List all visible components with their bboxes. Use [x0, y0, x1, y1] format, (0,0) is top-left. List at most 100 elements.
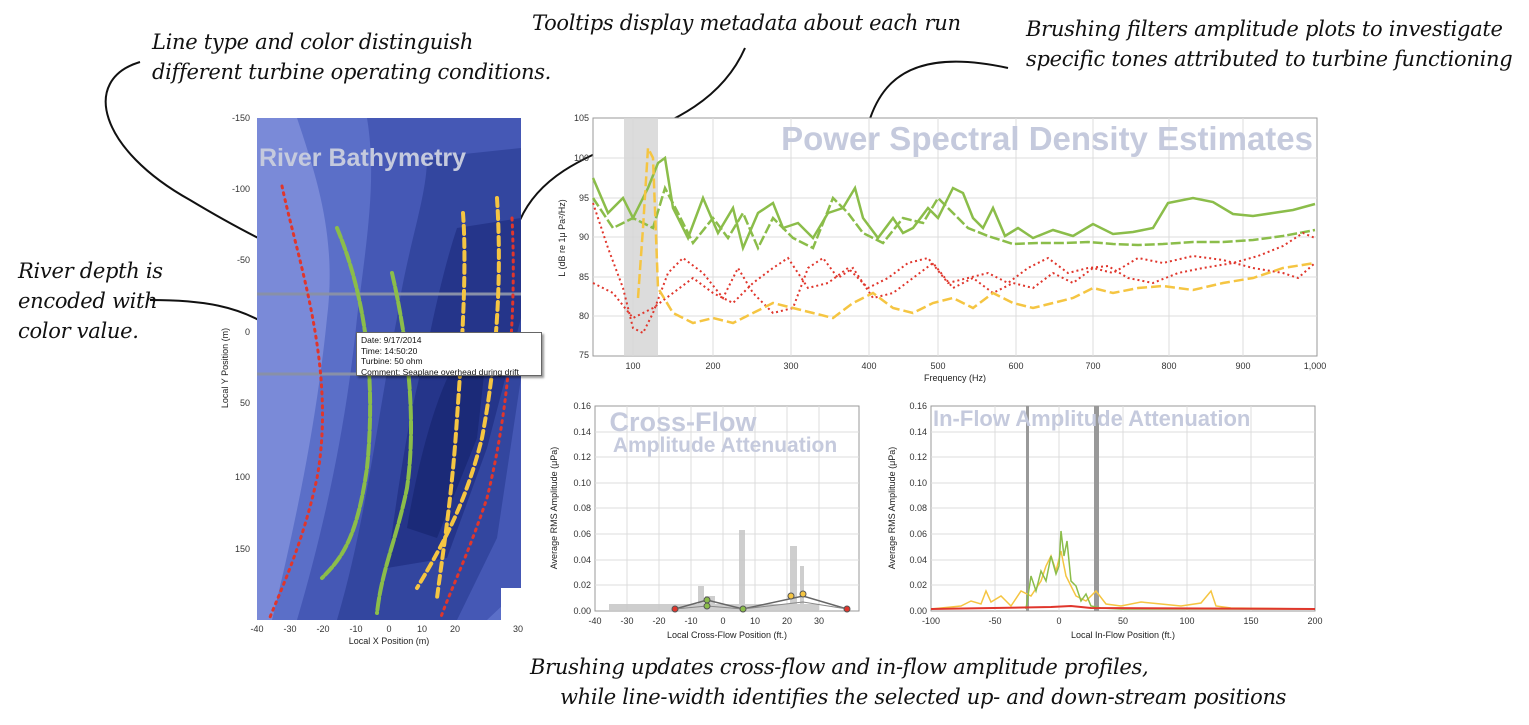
y-tick: 80 — [579, 311, 589, 321]
y-tick: 0.16 — [573, 401, 591, 411]
x-tick: -30 — [283, 624, 296, 634]
inflow-position-upstream[interactable] — [1026, 406, 1029, 611]
psd-series-green-1[interactable] — [591, 155, 1316, 252]
x-tick: 0 — [386, 624, 391, 634]
y-tick: 50 — [240, 398, 250, 408]
inflow-series-red[interactable] — [930, 604, 1316, 610]
psd-y-ticks: 105 100 95 90 85 80 75 — [574, 113, 589, 360]
bathymetry-y-ticks: -150 -100 -50 0 50 100 150 — [232, 113, 250, 554]
tooltip-date: Date: 9/17/2014 — [361, 335, 422, 345]
bathymetry-title: River Bathymetry — [259, 144, 466, 172]
track-red-2[interactable] — [438, 216, 515, 622]
x-tick: 10 — [750, 616, 760, 626]
psd-series-yellow[interactable] — [636, 143, 1316, 325]
run-tooltip: Date: 9/17/2014 Time: 14:50:20 Turbine: … — [356, 332, 542, 377]
annotation-line-type: Line type and color distinguish differen… — [152, 27, 551, 87]
x-tick: 900 — [1235, 361, 1250, 371]
map-gap — [501, 588, 521, 620]
x-tick: 1,000 — [1304, 361, 1327, 371]
crossflow-chart[interactable]: Cross-Flow Amplitude Attenuation 0.16 0. — [545, 398, 870, 648]
x-tick: 300 — [783, 361, 798, 371]
y-tick: 0.00 — [573, 606, 591, 616]
crossflow-svg[interactable]: Cross-Flow Amplitude Attenuation 0.16 0. — [545, 398, 870, 644]
inflow-position-downstream[interactable] — [1094, 406, 1099, 611]
crossflow-gridlines — [595, 406, 859, 611]
y-tick: 85 — [579, 272, 589, 282]
annotation-brushing-filters: Brushing filters amplitude plots to inve… — [1026, 14, 1513, 74]
annotation-river-depth: River depth is encoded with color value. — [18, 256, 163, 346]
crossflow-markers[interactable] — [671, 590, 851, 613]
track-yellow-2[interactable] — [415, 196, 501, 590]
crossflow-x-ticks: -40 -30 -20 -10 0 10 20 30 — [588, 616, 824, 626]
psd-title: Power Spectral Density Estimates — [781, 120, 1313, 157]
x-tick: 600 — [1008, 361, 1023, 371]
inflow-title: In-Flow Amplitude Attenuation — [933, 406, 1250, 431]
y-tick: 0.10 — [573, 478, 591, 488]
x-tick: -20 — [652, 616, 665, 626]
x-tick: 150 — [1243, 616, 1258, 626]
x-tick: 20 — [782, 616, 792, 626]
y-tick: 0.06 — [909, 529, 927, 539]
x-tick: 50 — [1118, 616, 1128, 626]
y-tick: -50 — [237, 255, 250, 265]
inflow-series-yellow[interactable] — [930, 550, 1316, 610]
y-tick: 0.02 — [573, 580, 591, 590]
track-green-2[interactable] — [375, 271, 414, 615]
bathymetry-x-ticks: -40 -30 -20 -10 0 10 20 30 — [250, 624, 523, 634]
crossflow-y-ticks: 0.16 0.14 0.12 0.10 0.08 0.06 0.04 0.02 … — [573, 401, 591, 616]
x-tick: -30 — [620, 616, 633, 626]
x-tick: 700 — [1085, 361, 1100, 371]
y-tick: 150 — [235, 544, 250, 554]
x-tick: 400 — [861, 361, 876, 371]
inflow-gridlines — [931, 406, 1315, 611]
y-tick: 100 — [574, 153, 589, 163]
psd-brush[interactable] — [624, 118, 658, 356]
x-tick: 500 — [930, 361, 945, 371]
bathymetry-svg[interactable]: River Bathymetry -150 -100 -50 0 50 100 … — [200, 108, 540, 648]
y-tick: -150 — [232, 113, 250, 123]
track-yellow-1[interactable] — [435, 211, 467, 600]
y-tick: 0.08 — [573, 503, 591, 513]
psd-x-ticks: 100 200 300 400 500 600 700 800 900 1,00… — [625, 361, 1326, 371]
crossflow-scatter[interactable] — [609, 530, 819, 611]
annotation-line: Brushing updates cross-flow and in-flow … — [530, 655, 1149, 679]
crossflow-title-line1: Cross-Flow — [609, 407, 757, 437]
y-tick: 0.12 — [909, 452, 927, 462]
y-tick: 0.04 — [909, 555, 927, 565]
y-tick: 0.02 — [909, 580, 927, 590]
tooltip-comment: Comment: Seaplane overhead during drift — [361, 366, 519, 377]
annotation-line: Tooltips display metadata about each run — [532, 11, 961, 35]
psd-x-label: Frequency (Hz) — [924, 373, 986, 383]
x-tick: 100 — [1179, 616, 1194, 626]
psd-chart[interactable]: Power Spectral Density Estimates 105 100… — [545, 108, 1335, 392]
psd-svg[interactable]: Power Spectral Density Estimates 105 100… — [545, 108, 1335, 388]
x-tick: -50 — [988, 616, 1001, 626]
track-red-1[interactable] — [267, 184, 324, 622]
inflow-x-label: Local In-Flow Position (ft.) — [1071, 630, 1175, 640]
y-tick: 0.00 — [909, 606, 927, 616]
x-tick: -20 — [316, 624, 329, 634]
inflow-series-green[interactable] — [1025, 530, 1315, 610]
psd-series-green-2[interactable] — [591, 184, 1316, 251]
inflow-y-ticks: 0.16 0.14 0.12 0.10 0.08 0.06 0.04 0.02 … — [909, 401, 927, 616]
y-tick: 0.16 — [909, 401, 927, 411]
bathymetry-x-label: Local X Position (m) — [349, 636, 430, 646]
track-green-1[interactable] — [320, 226, 373, 580]
annotation-line: different turbine operating conditions. — [152, 60, 552, 84]
crossflow-y-label: Average RMS Amplitude (μPa) — [549, 447, 559, 570]
inflow-chart[interactable]: In-Flow Amplitude Attenuation 0.16 0.14 … — [885, 398, 1325, 648]
x-tick: -10 — [684, 616, 697, 626]
y-tick: 0.06 — [573, 529, 591, 539]
psd-y-label: L (dB re 1μ Pa²/Hz) — [557, 199, 567, 276]
x-tick: 200 — [1307, 616, 1322, 626]
annotation-line: color value. — [18, 319, 139, 343]
bathymetry-map[interactable]: River Bathymetry -150 -100 -50 0 50 100 … — [200, 108, 540, 652]
y-tick: 100 — [235, 472, 250, 482]
x-tick: -40 — [250, 624, 263, 634]
x-tick: 30 — [814, 616, 824, 626]
annotation-tooltips: Tooltips display metadata about each run — [532, 8, 961, 38]
inflow-svg[interactable]: In-Flow Amplitude Attenuation 0.16 0.14 … — [885, 398, 1325, 644]
y-tick: 0.12 — [573, 452, 591, 462]
tooltip-turbine: Turbine: 50 ohm — [361, 356, 423, 366]
x-tick: -40 — [588, 616, 601, 626]
